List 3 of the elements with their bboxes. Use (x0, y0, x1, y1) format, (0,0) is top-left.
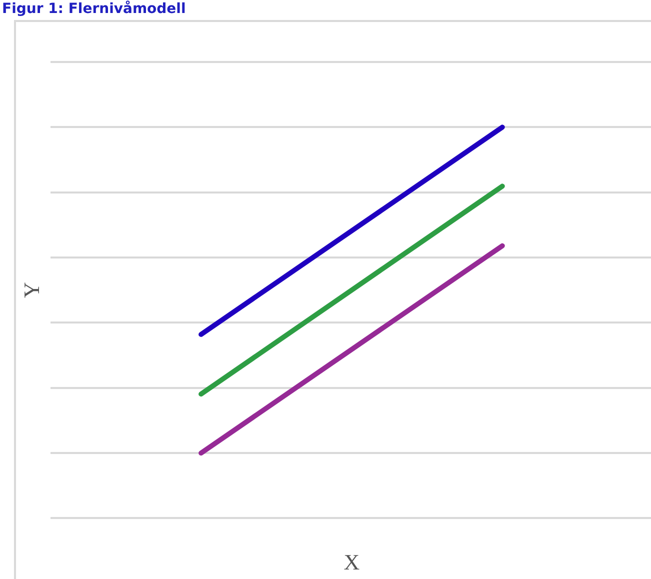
y-axis-title: Y (18, 282, 44, 298)
x-axis-title: X (344, 550, 360, 575)
chart-title: Figur 1: Flernivåmodell (1, 0, 187, 18)
